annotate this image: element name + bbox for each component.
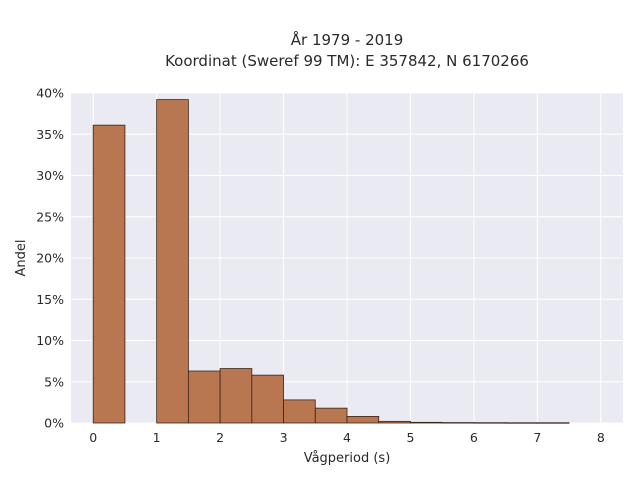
histogram-bar bbox=[314, 407, 348, 424]
histogram-bar bbox=[156, 99, 189, 424]
x-tick-label: 4 bbox=[343, 430, 351, 445]
chart-title-line2: Koordinat (Sweref 99 TM): E 357842, N 61… bbox=[165, 52, 529, 70]
y-tick-label: 0% bbox=[44, 416, 64, 431]
x-tick-label: 1 bbox=[153, 430, 161, 445]
histogram-bar bbox=[473, 422, 507, 424]
x-axis-label: Vågperiod (s) bbox=[304, 451, 391, 466]
histogram-bar bbox=[283, 399, 316, 424]
histogram-bar bbox=[505, 422, 538, 424]
x-tick-label: 6 bbox=[470, 430, 478, 445]
histogram-bar bbox=[410, 421, 443, 424]
histogram-bar bbox=[219, 368, 253, 424]
x-tick-label: 0 bbox=[89, 430, 97, 445]
y-tick-label: 40% bbox=[36, 86, 64, 101]
y-tick-label: 5% bbox=[44, 374, 64, 389]
histogram-bar bbox=[251, 374, 284, 424]
histogram-bar bbox=[536, 422, 570, 424]
x-tick-label: 3 bbox=[280, 430, 288, 445]
x-tick-label: 8 bbox=[597, 430, 605, 445]
chart-title-line1: År 1979 - 2019 bbox=[291, 30, 404, 49]
y-tick-label: 20% bbox=[36, 251, 64, 266]
x-axis-ticks: 0 1 2 3 4 5 6 7 8 bbox=[89, 430, 605, 445]
histogram-bar bbox=[441, 422, 475, 424]
x-tick-label: 5 bbox=[406, 430, 414, 445]
histogram-bar bbox=[346, 415, 380, 424]
y-tick-label: 15% bbox=[36, 292, 64, 307]
x-tick-label: 7 bbox=[533, 430, 541, 445]
y-axis-ticks: 0% 5% 10% 15% 20% 25% 30% 35% 40% bbox=[36, 86, 64, 431]
y-tick-label: 30% bbox=[36, 168, 64, 183]
histogram-bars bbox=[92, 99, 570, 424]
y-tick-label: 35% bbox=[36, 127, 64, 142]
y-tick-label: 10% bbox=[36, 333, 64, 348]
y-tick-label: 25% bbox=[36, 209, 64, 224]
histogram-bar bbox=[378, 420, 411, 424]
x-tick-label: 2 bbox=[216, 430, 224, 445]
y-axis-label: Andel bbox=[14, 240, 29, 277]
histogram-bar bbox=[187, 370, 221, 424]
histogram-bar bbox=[92, 124, 126, 424]
